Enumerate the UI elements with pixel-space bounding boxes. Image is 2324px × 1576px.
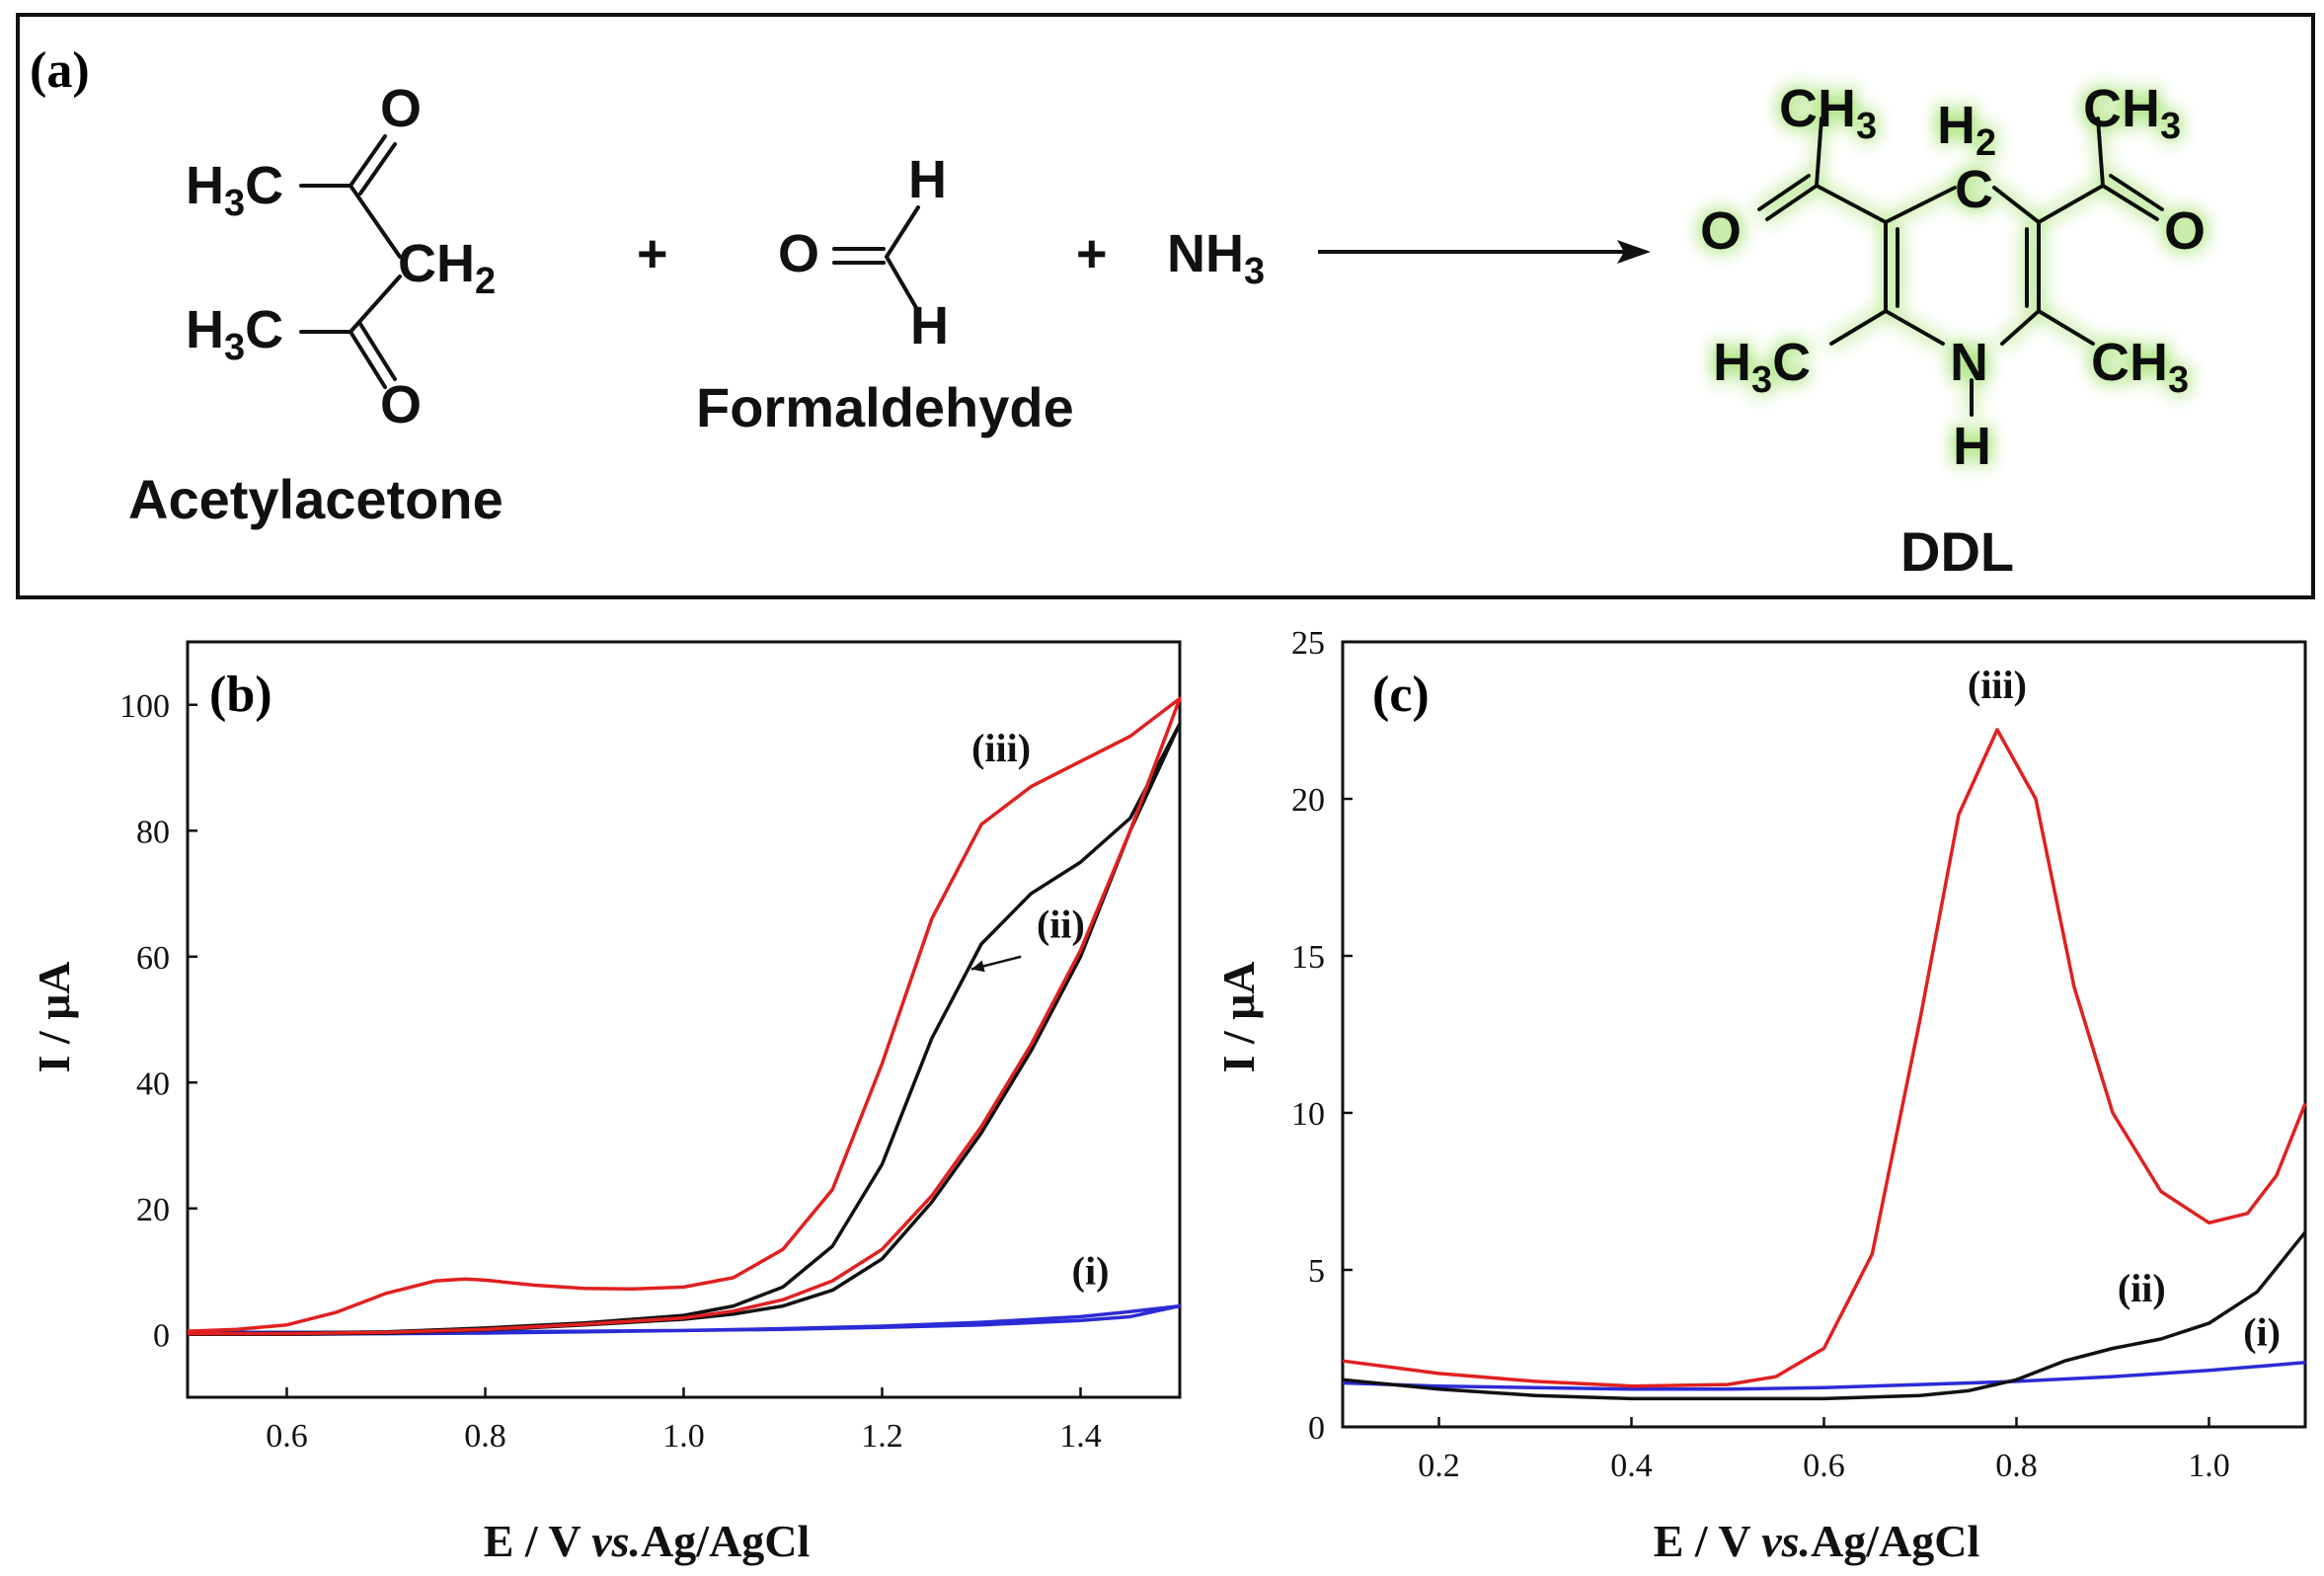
- chart-b-series-line-1: [188, 1303, 1182, 1337]
- chart-b-x-axis-title: E / V vs.Ag/AgCl: [484, 1516, 811, 1566]
- chart-b-series-line-2: [187, 722, 1182, 1337]
- atom-n-ddl: N: [1950, 333, 1988, 392]
- panel-a: (a) H3C O CH2 H3C O Acetylacetone + O H …: [16, 13, 2315, 599]
- chart-b-y-tick-label: 80: [136, 814, 170, 850]
- ddl-bonds: [1757, 117, 2164, 417]
- panel-a-frame: [16, 13, 2315, 599]
- chart-c-x-tick-label: 0.6: [1803, 1448, 1845, 1484]
- chart-c-curve-label-3: (i): [2243, 1309, 2281, 1354]
- atom-h3c-ddl: H3C: [1713, 333, 1811, 401]
- chart-b-y-tick-label: 100: [119, 688, 170, 725]
- chart-b-x-tick-label: 0.8: [464, 1418, 506, 1455]
- atom-o-bottom: O: [380, 375, 422, 434]
- atom-h3c-bottom: H3C: [186, 300, 283, 368]
- atom-h3c-top: H3C: [186, 156, 283, 224]
- chart-b-x-tick-label: 1.0: [662, 1418, 705, 1455]
- chart-b-y-axis-title: I / μA: [29, 962, 79, 1073]
- chart-c-x-tick-label: 0.4: [1610, 1448, 1653, 1484]
- chart-c-x-tick-label: 1.0: [2188, 1448, 2230, 1484]
- chart-c-axes: 0.2 0.4 0.6 0.8 1.0 0 5 10 15 20 25: [1291, 625, 2307, 1484]
- atom-o-ddl-right: O: [2164, 201, 2206, 261]
- acetylacetone-name: Acetylacetone: [128, 468, 504, 530]
- atom-c-ring: C: [1955, 160, 1993, 219]
- atom-ch3-top-right: CH3: [2083, 79, 2181, 147]
- formaldehyde-structure: O H H Formaldehyde: [696, 150, 1074, 438]
- chart-c-y-tick-label: 10: [1291, 1096, 1325, 1133]
- ddl-structure: CH3 H2 C CH3 O O H3C N H CH3: [1700, 79, 2206, 476]
- atom-h-formaldehyde-top: H: [908, 150, 947, 209]
- chart-b-x-tick-label: 1.4: [1059, 1418, 1102, 1455]
- atom-ch3-ddl-right: CH3: [2091, 333, 2189, 401]
- chart-b-plot-frame: [186, 640, 1182, 1399]
- chart-c-x-axis-title: E / V vs.Ag/AgCl: [1654, 1516, 1980, 1566]
- chart-b-x-tick-label: 1.2: [861, 1418, 903, 1455]
- atom-o-top: O: [380, 79, 422, 138]
- chart-c-y-tick-label: 20: [1291, 782, 1325, 819]
- chart-b-series-line-3: [187, 696, 1182, 1336]
- chart-b-y-tick-label: 20: [136, 1192, 170, 1228]
- chart-c-y-tick-label: 0: [1308, 1410, 1325, 1447]
- chart-b-y-tick-label: 60: [136, 940, 170, 977]
- chart-c-curve-label-1: (iii): [1968, 663, 2027, 707]
- chart-c-y-axis-title: I / μA: [1213, 962, 1264, 1073]
- atom-h-ddl-n: H: [1953, 417, 1991, 476]
- chart-c: 0.2 0.4 0.6 0.8 1.0 0 5 10 15 20 25 (iii) (ii) (i) (…: [1213, 625, 2307, 1566]
- chart-c-series: (iii) (ii) (i): [1342, 663, 2307, 1401]
- acetylacetone-bonds: [299, 134, 402, 389]
- chart-c-y-tick-label: 15: [1291, 939, 1325, 976]
- chart-c-y-tick-label: 25: [1291, 625, 1325, 662]
- reaction-arrow: [1318, 240, 1651, 264]
- chart-c-x-tick-label: 0.2: [1418, 1448, 1460, 1484]
- chart-b-curve-label-1: (iii): [971, 726, 1031, 770]
- plus-sign-2: +: [1076, 224, 1108, 283]
- chart-c-curve-label-2: (ii): [2118, 1266, 2166, 1310]
- chart-c-x-tick-label: 0.8: [1995, 1448, 2038, 1484]
- ddl-name: DDL: [1900, 520, 2014, 583]
- chart-b-x-tick-label: 0.6: [266, 1418, 308, 1455]
- plus-sign-1: +: [637, 224, 668, 283]
- chart-b-y-tick-label: 0: [153, 1317, 170, 1354]
- chart-b-panel-label: (b): [209, 667, 272, 723]
- atom-o-formaldehyde: O: [778, 224, 819, 283]
- atom-o-ddl-left: O: [1700, 201, 1742, 261]
- chart-b-axes: 0.6 0.8 1.0 1.2 1.4 0 20 40 60 80 100: [119, 640, 1182, 1455]
- chart-b-label-arrowhead: [971, 960, 985, 973]
- atom-ch3-top-left: CH3: [1779, 79, 1877, 147]
- atom-h2: H2: [1937, 96, 1996, 164]
- chart-c-series-line-3: [1342, 728, 2307, 1388]
- chart-b-curve-label-2: (ii): [1037, 903, 1085, 947]
- acetylacetone-structure: H3C O CH2 H3C O Acetylacetone: [128, 79, 504, 530]
- formaldehyde-bonds: [832, 205, 920, 313]
- chart-b-y-tick-label: 40: [136, 1065, 170, 1102]
- chart-c-y-tick-label: 5: [1308, 1253, 1325, 1290]
- chart-b-curve-label-3: (i): [1072, 1248, 1110, 1293]
- chart-c-panel-label: (c): [1372, 667, 1430, 723]
- chart-c-series-line-2: [1342, 1230, 2307, 1401]
- panel-a-label: (a): [30, 42, 90, 99]
- formaldehyde-name: Formaldehyde: [696, 376, 1074, 438]
- chart-b-series: (iii) (ii) (i): [187, 696, 1182, 1337]
- atom-ch2: CH2: [398, 234, 496, 302]
- chart-b: 0.6 0.8 1.0 1.2 1.4 0 20 40 60 80 100 (iii) (ii) (i)…: [29, 640, 1182, 1566]
- chart-c-series-line-1: [1342, 1361, 2306, 1391]
- ammonia: NH3: [1167, 224, 1265, 292]
